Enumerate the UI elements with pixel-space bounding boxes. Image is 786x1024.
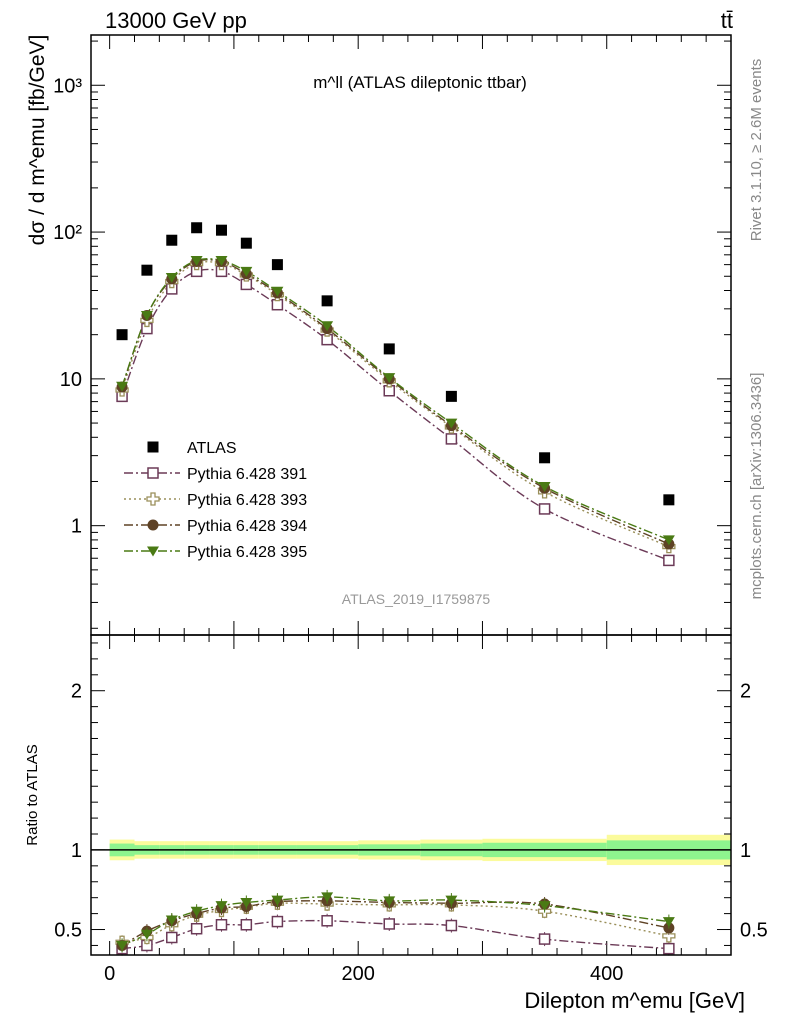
y-tick-label: 1 bbox=[71, 516, 82, 538]
pythia-6-428-395-point bbox=[445, 418, 458, 429]
pythia-6-428-391-ratio-point bbox=[663, 942, 675, 955]
pythia-6-428-391-point bbox=[445, 433, 458, 445]
pythia-6-428-391-ratio-point bbox=[321, 915, 333, 927]
pythia-6-428-391-ratio-point bbox=[538, 933, 551, 945]
pythia-6-428-391-ratio-point bbox=[383, 918, 396, 930]
atlas-point bbox=[271, 259, 283, 271]
pythia-6-428-395-ratio-point bbox=[662, 917, 675, 928]
pythia-6-428-395-ratio-point bbox=[190, 906, 203, 917]
pythia-6-428-391-ratio-point bbox=[240, 919, 253, 931]
pythia-6-428-395-ratio-point bbox=[321, 892, 334, 903]
pythia-6-428-394-legend-label: Pythia 6.428 394 bbox=[187, 518, 307, 535]
pythia-6-428-395-ratio-point bbox=[445, 895, 458, 906]
pythia-6-428-395-point bbox=[271, 286, 284, 297]
atlas-point bbox=[240, 237, 252, 249]
ratio-tick-label: 0.5 bbox=[54, 920, 82, 942]
pythia-6-428-395-point bbox=[165, 273, 178, 284]
pythia-6-428-391-legend-marker bbox=[147, 467, 159, 479]
ratio-axis-label: Ratio to ATLAS bbox=[24, 744, 41, 845]
ratio-tick-label: 1 bbox=[71, 840, 82, 862]
pythia-6-428-391-line bbox=[121, 268, 670, 562]
process-label: tt̄ bbox=[721, 8, 733, 33]
atlas-point bbox=[539, 452, 551, 464]
atlas-legend-marker bbox=[147, 441, 159, 453]
atlas-point bbox=[116, 329, 128, 341]
mcplots-label: mcplots.cern.ch [arXiv:1306.3436] bbox=[748, 373, 765, 600]
pythia-6-428-395-point bbox=[240, 266, 253, 277]
x-tick-label: 200 bbox=[341, 963, 374, 985]
x-axis-label: Dilepton m^emu [GeV] bbox=[524, 988, 745, 1013]
ratio-tick-label-right: 1 bbox=[740, 840, 751, 862]
pythia-6-428-395-point bbox=[383, 373, 396, 384]
pythia-6-428-395-ratio-point bbox=[538, 901, 551, 912]
atlas-point bbox=[321, 295, 333, 307]
atlas-point bbox=[191, 222, 203, 234]
atlas-point bbox=[663, 494, 675, 506]
pythia-6-428-391-ratio-point bbox=[445, 919, 458, 932]
main-series bbox=[115, 222, 676, 567]
pythia-6-428-395-ratio-point bbox=[271, 895, 284, 906]
pythia-6-428-395-legend-marker bbox=[147, 546, 159, 557]
pythia-6-428-391-point bbox=[663, 554, 675, 567]
pythia-6-428-395-point bbox=[190, 256, 203, 267]
atlas-legend-label: ATLAS bbox=[187, 440, 237, 457]
x-tick-label: 400 bbox=[590, 963, 623, 985]
pythia-6-428-391-ratio-point bbox=[190, 922, 203, 935]
pythia-6-428-391-ratio-point bbox=[166, 931, 178, 944]
legend: ATLAS Pythia 6.428 391 Pythia 6.428 393 Pyt… bbox=[124, 440, 307, 561]
atlas-point bbox=[383, 343, 395, 355]
pythia-6-428-393-legend-marker bbox=[146, 492, 160, 506]
pythia-6-428-391-legend-label: Pythia 6.428 391 bbox=[187, 466, 307, 483]
axis-ticks: 0 200 400 1 10 10² 10³ 0.5 0.5 1 1 2 2 bbox=[53, 35, 768, 985]
atlas-point bbox=[166, 234, 178, 246]
ratio-tick-label-right: 2 bbox=[740, 681, 751, 703]
pythia-6-428-395-ratio-point bbox=[116, 940, 129, 951]
pythia-6-428-393-legend-label: Pythia 6.428 393 bbox=[187, 492, 307, 509]
atlas-point bbox=[141, 264, 153, 276]
atlas-point bbox=[445, 390, 457, 402]
ratio-uncertainty-bands bbox=[91, 834, 731, 866]
plot-title: m^ll (ATLAS dileptonic ttbar) bbox=[313, 73, 527, 92]
pythia-6-428-395-legend-label: Pythia 6.428 395 bbox=[187, 544, 307, 561]
pythia-6-428-394-legend-marker bbox=[147, 519, 159, 531]
pythia-6-428-395-ratio-point bbox=[215, 901, 228, 912]
pythia-6-428-395-ratio-point bbox=[240, 897, 253, 908]
ratio-tick-label-right: 0.5 bbox=[740, 920, 768, 942]
pythia-6-428-393-ratio-point bbox=[662, 929, 676, 943]
y-tick-label: 10 bbox=[60, 369, 82, 391]
y-axis-label: dσ / d m^emu [fb/GeV] bbox=[26, 35, 49, 246]
collision-label: 13000 GeV pp bbox=[105, 8, 247, 33]
analysis-label: ATLAS_2019_I1759875 bbox=[342, 591, 491, 607]
pythia-6-428-391-ratio-line bbox=[121, 919, 669, 950]
y-tick-label: 10³ bbox=[53, 75, 82, 97]
y-tick-label: 10² bbox=[53, 222, 82, 244]
pythia-6-428-395-point bbox=[321, 321, 334, 332]
pythia-6-428-395-point bbox=[662, 535, 675, 546]
pythia-6-428-395-point bbox=[538, 481, 551, 492]
x-tick-label: 0 bbox=[104, 963, 115, 985]
pythia-6-428-395-ratio-point bbox=[165, 915, 178, 926]
pythia-6-428-391-ratio-point bbox=[271, 915, 284, 928]
pythia-6-428-394-ratio-line bbox=[121, 900, 669, 947]
pythia-6-428-391-point bbox=[538, 503, 551, 515]
pythia-6-428-395-ratio-point bbox=[383, 896, 396, 907]
pythia-6-428-395-point bbox=[215, 256, 228, 267]
ratio-series bbox=[115, 889, 676, 956]
ratio-panel-frame bbox=[90, 634, 732, 956]
pythia-6-428-395-ratio-point bbox=[140, 929, 153, 940]
rivet-label: Rivet 3.1.10, ≥ 2.6M events bbox=[748, 59, 765, 242]
pythia-6-428-395-point bbox=[140, 311, 153, 322]
ratio-tick-label: 2 bbox=[71, 681, 82, 703]
pythia-6-428-391-ratio-point bbox=[215, 919, 228, 931]
atlas-point bbox=[215, 224, 227, 236]
pythia-6-428-395-point bbox=[116, 381, 129, 392]
